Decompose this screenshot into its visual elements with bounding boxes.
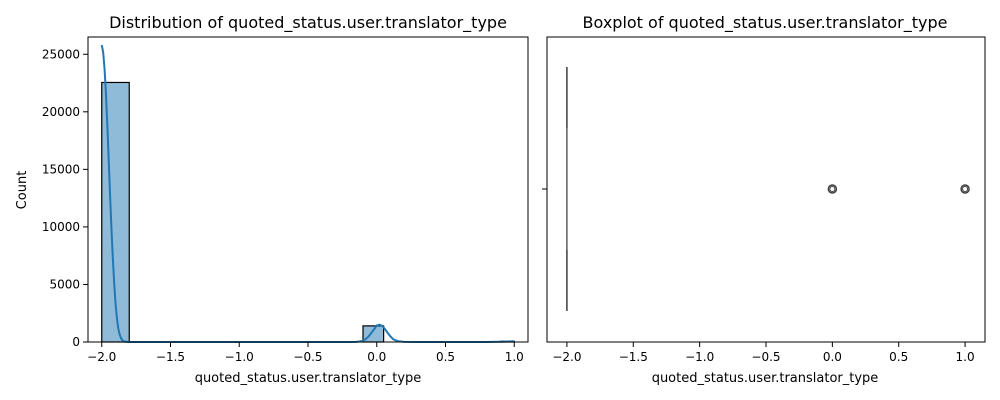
outlier-point [827, 184, 838, 194]
histogram-panel: Distribution of quoted_status.user.trans… [15, 13, 529, 386]
y-tick-label: 5000 [49, 277, 80, 291]
x-tick-label: −1.0 [225, 350, 254, 364]
x-tick-label: 1.0 [956, 350, 975, 364]
boxplot-marks [566, 67, 970, 311]
boxplot-axes-frame [546, 36, 986, 343]
kde-curve [100, 44, 515, 343]
histogram-x-ticks: −2.0 −1.5 −1.0 −0.5 0.0 0.5 1.0 [87, 342, 524, 364]
x-tick-label: 0.5 [889, 350, 908, 364]
x-tick-label: −1.5 [156, 350, 185, 364]
y-tick-label: 25000 [42, 47, 80, 61]
outlier-point [960, 184, 970, 194]
outlier-point [829, 186, 836, 192]
boxplot-x-ticks: −2.0 −1.5 −1.0 −0.5 0.0 0.5 1.0 [552, 342, 975, 364]
histogram-y-axis-label: Count [15, 171, 30, 210]
histogram-axes-frame [87, 36, 529, 343]
y-tick-label: 10000 [42, 220, 80, 234]
histogram-y-ticks: 0 5000 10000 15000 20000 25000 [42, 47, 88, 349]
outlier-point [962, 186, 969, 192]
x-tick-label: 1.0 [505, 350, 524, 364]
boxplot-panel: Boxplot of quoted_status.user.translator… [542, 13, 986, 386]
histogram-bars [101, 81, 515, 343]
boxplot-x-axis-label: quoted_status.user.translator_type [652, 371, 879, 386]
x-tick-label: 0.0 [823, 350, 842, 364]
x-tick-label: −2.0 [87, 350, 116, 364]
x-tick-label: −0.5 [293, 350, 322, 364]
y-tick-label: 20000 [42, 105, 80, 119]
x-tick-label: −1.0 [685, 350, 714, 364]
x-tick-label: −1.5 [619, 350, 648, 364]
histogram-title: Distribution of quoted_status.user.trans… [109, 13, 507, 33]
boxplot-title: Boxplot of quoted_status.user.translator… [583, 13, 948, 33]
y-tick-label: 0 [72, 335, 80, 349]
x-tick-label: 0.5 [436, 350, 455, 364]
x-tick-label: 0.0 [367, 350, 386, 364]
histogram-x-axis-label: quoted_status.user.translator_type [195, 371, 422, 386]
x-tick-label: −0.5 [751, 350, 780, 364]
y-tick-label: 15000 [42, 162, 80, 176]
x-tick-label: −2.0 [552, 350, 581, 364]
